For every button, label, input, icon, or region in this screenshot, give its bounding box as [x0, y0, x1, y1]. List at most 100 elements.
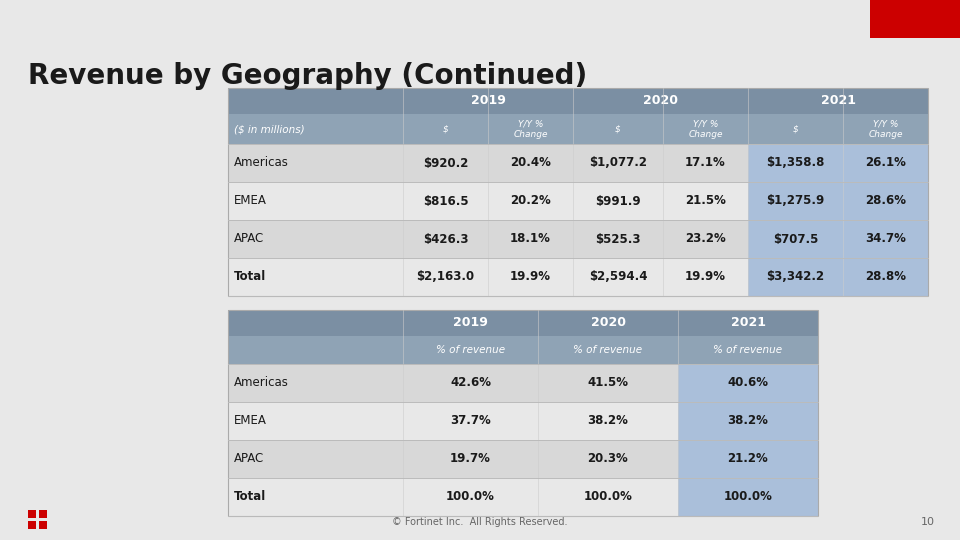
Text: Y/Y %
Change: Y/Y % Change — [688, 119, 723, 139]
Bar — [748, 258, 843, 296]
Text: 100.0%: 100.0% — [446, 490, 495, 503]
Bar — [538, 402, 678, 440]
Bar — [228, 364, 403, 402]
Text: $707.5: $707.5 — [773, 233, 818, 246]
Text: Americas: Americas — [234, 376, 289, 389]
Text: Total: Total — [234, 271, 266, 284]
Bar — [748, 220, 843, 258]
Text: 34.7%: 34.7% — [865, 233, 906, 246]
Text: $: $ — [615, 125, 621, 133]
Text: 2019: 2019 — [453, 316, 488, 329]
Bar — [678, 478, 818, 516]
Text: 20.4%: 20.4% — [510, 157, 551, 170]
Text: $3,342.2: $3,342.2 — [766, 271, 825, 284]
Bar — [403, 144, 488, 182]
Bar — [678, 402, 818, 440]
Text: $2,594.4: $2,594.4 — [588, 271, 647, 284]
Bar — [39, 521, 47, 529]
Bar — [28, 510, 36, 518]
Bar — [39, 510, 47, 518]
Text: 20.3%: 20.3% — [588, 453, 629, 465]
Text: 100.0%: 100.0% — [724, 490, 773, 503]
Text: 41.5%: 41.5% — [588, 376, 629, 389]
Bar — [538, 364, 678, 402]
Text: 2021: 2021 — [731, 316, 765, 329]
Text: 28.6%: 28.6% — [865, 194, 906, 207]
Text: $991.9: $991.9 — [595, 194, 641, 207]
Text: © Fortinet Inc.  All Rights Reserved.: © Fortinet Inc. All Rights Reserved. — [393, 517, 567, 527]
Text: 20.2%: 20.2% — [510, 194, 551, 207]
Text: ($ in millions): ($ in millions) — [234, 124, 304, 134]
Text: 26.1%: 26.1% — [865, 157, 906, 170]
Bar — [403, 364, 538, 402]
Bar — [663, 144, 748, 182]
Text: Revenue by Geography (Continued): Revenue by Geography (Continued) — [28, 62, 588, 90]
Text: $2,163.0: $2,163.0 — [417, 271, 474, 284]
Bar — [843, 258, 928, 296]
Bar — [403, 182, 488, 220]
Text: $1,358.8: $1,358.8 — [766, 157, 825, 170]
Text: EMEA: EMEA — [234, 415, 267, 428]
Text: Y/Y %
Change: Y/Y % Change — [514, 119, 548, 139]
Bar — [403, 440, 538, 478]
Text: $1,275.9: $1,275.9 — [766, 194, 825, 207]
Text: $1,077.2: $1,077.2 — [589, 157, 647, 170]
Bar — [843, 220, 928, 258]
Text: $: $ — [443, 125, 448, 133]
Bar — [538, 478, 678, 516]
Bar — [228, 478, 403, 516]
Text: 40.6%: 40.6% — [728, 376, 769, 389]
Bar — [28, 521, 36, 529]
Text: 19.9%: 19.9% — [510, 271, 551, 284]
Text: 19.9%: 19.9% — [685, 271, 726, 284]
Bar — [663, 220, 748, 258]
Text: 2020: 2020 — [590, 316, 626, 329]
Bar — [228, 310, 818, 516]
Text: 18.1%: 18.1% — [510, 233, 551, 246]
Text: % of revenue: % of revenue — [573, 345, 642, 355]
Bar — [573, 258, 663, 296]
Text: 100.0%: 100.0% — [584, 490, 633, 503]
Bar — [748, 144, 843, 182]
Bar — [488, 144, 573, 182]
Bar — [228, 220, 403, 258]
Text: % of revenue: % of revenue — [713, 345, 782, 355]
Text: 42.6%: 42.6% — [450, 376, 491, 389]
Text: Americas: Americas — [234, 157, 289, 170]
Bar — [488, 182, 573, 220]
Text: 19.7%: 19.7% — [450, 453, 491, 465]
Text: $920.2: $920.2 — [422, 157, 468, 170]
Bar — [228, 114, 928, 144]
Bar — [488, 258, 573, 296]
Text: 38.2%: 38.2% — [728, 415, 768, 428]
Bar — [228, 336, 818, 364]
Bar — [870, 0, 960, 38]
Bar — [228, 258, 403, 296]
Bar — [538, 440, 678, 478]
Bar — [573, 220, 663, 258]
Bar — [678, 364, 818, 402]
Bar — [748, 182, 843, 220]
Bar — [228, 88, 928, 114]
Text: 17.1%: 17.1% — [685, 157, 726, 170]
Text: $426.3: $426.3 — [422, 233, 468, 246]
Text: 21.2%: 21.2% — [728, 453, 768, 465]
Text: APAC: APAC — [234, 453, 264, 465]
Bar — [403, 402, 538, 440]
Bar — [678, 440, 818, 478]
Bar — [663, 182, 748, 220]
Text: 28.8%: 28.8% — [865, 271, 906, 284]
Text: 2021: 2021 — [821, 94, 855, 107]
Bar — [573, 144, 663, 182]
Bar — [403, 258, 488, 296]
Bar — [403, 220, 488, 258]
Bar — [843, 182, 928, 220]
Text: 23.2%: 23.2% — [685, 233, 726, 246]
Text: $816.5: $816.5 — [422, 194, 468, 207]
Text: 2019: 2019 — [470, 94, 505, 107]
Bar — [228, 88, 928, 296]
Text: $525.3: $525.3 — [595, 233, 640, 246]
Text: 21.5%: 21.5% — [685, 194, 726, 207]
Text: Y/Y %
Change: Y/Y % Change — [868, 119, 902, 139]
Bar — [228, 440, 403, 478]
